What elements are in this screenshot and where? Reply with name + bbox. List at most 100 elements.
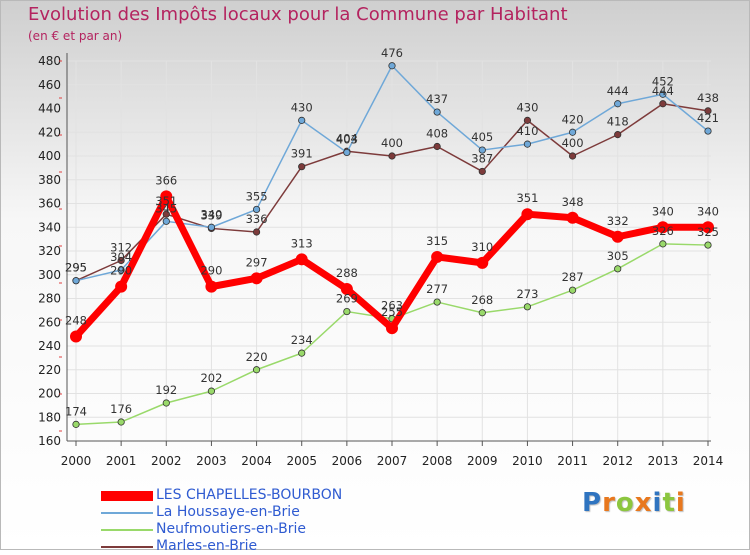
data-label-les-chapelles-bourbon-2013: 340	[652, 204, 674, 218]
y-tick-label-360: 360	[38, 197, 61, 211]
y-tick-label-160: 160	[38, 434, 61, 448]
x-tick-label-2011: 2011	[557, 454, 588, 468]
data-label-neufmoutiers-en-brie-2003: 202	[200, 371, 222, 385]
y-tick-label-440: 440	[38, 102, 61, 116]
point-neufmoutiers-en-brie-2001	[117, 418, 125, 426]
y-tick-label-480: 480	[38, 54, 61, 68]
data-label-la-houssaye-en-brie-2012: 444	[607, 84, 629, 98]
point-la-houssaye-en-brie-2002	[162, 217, 170, 225]
logo-letter: x	[634, 488, 653, 518]
point-les-chapelles-bourbon-2013	[656, 221, 669, 234]
x-tick-label-2003: 2003	[196, 454, 227, 468]
x-tick-label-2013: 2013	[648, 454, 679, 468]
legend-swatch-marles-en-brie	[101, 546, 153, 548]
axes: 160 180 200 220 240 260 280 300 320 340 360 380 400 4…	[38, 53, 723, 468]
point-marles-en-brie-2001	[117, 256, 125, 265]
y-tick-label-280: 280	[38, 292, 61, 306]
point-marles-en-brie-2009	[478, 167, 486, 176]
data-label-la-houssaye-en-brie-2000: 295	[65, 261, 87, 275]
data-label-marles-en-brie-2007: 400	[381, 136, 403, 150]
point-la-houssaye-en-brie-2004	[252, 205, 261, 214]
logo-letter: P	[582, 488, 603, 518]
data-label-neufmoutiers-en-brie-2009: 268	[471, 293, 493, 307]
chart-title: Evolution des Impôts locaux pour la Comm…	[28, 4, 568, 25]
x-tick-label-2006: 2006	[332, 454, 363, 468]
data-label-la-houssaye-en-brie-2004: 355	[246, 189, 268, 203]
legend-swatch-les-chapelles-bourbon	[101, 491, 153, 501]
point-les-chapelles-bourbon-2006	[340, 283, 353, 295]
data-label-la-houssaye-en-brie-2008: 437	[426, 92, 448, 106]
point-marles-en-brie-2010	[523, 116, 532, 124]
data-label-la-houssaye-en-brie-2010: 410	[516, 124, 538, 138]
x-tick-label-2004: 2004	[241, 454, 272, 468]
y-tick-label-200: 200	[38, 387, 61, 401]
point-les-chapelles-bourbon-2011	[566, 211, 579, 224]
data-label-neufmoutiers-en-brie-2010: 273	[516, 287, 538, 301]
point-les-chapelles-bourbon-2012	[611, 230, 624, 243]
data-label-la-houssaye-en-brie-2009: 405	[471, 130, 493, 144]
data-label-neufmoutiers-en-brie-2013: 326	[652, 224, 674, 238]
point-la-houssaye-en-brie-2000	[72, 277, 80, 285]
data-label-la-houssaye-en-brie-2006: 403	[336, 132, 358, 146]
point-neufmoutiers-en-brie-2003	[207, 387, 216, 395]
data-label-les-chapelles-bourbon-2004: 297	[246, 255, 268, 269]
point-la-houssaye-en-brie-2010	[523, 140, 532, 148]
y-tick-label-260: 260	[38, 315, 61, 329]
data-label-les-chapelles-bourbon-2000: 248	[65, 314, 87, 328]
point-la-houssaye-en-brie-2008	[433, 108, 441, 116]
y-tick-label-220: 220	[38, 363, 61, 377]
y-tick-label-180: 180	[38, 410, 61, 424]
point-marles-en-brie-2004	[252, 228, 261, 236]
point-marles-en-brie-2012	[614, 131, 622, 139]
data-label-neufmoutiers-en-brie-2011: 287	[562, 270, 584, 284]
point-neufmoutiers-en-brie-2000	[72, 420, 80, 428]
data-label-les-chapelles-bourbon-2008: 315	[426, 234, 448, 248]
data-label-la-houssaye-en-brie-2005: 430	[291, 100, 313, 114]
data-label-marles-en-brie-2004: 336	[246, 212, 268, 226]
data-label-les-chapelles-bourbon-2014: 340	[697, 204, 719, 218]
legend-label-marles-en-brie: Marles-en-Brie	[156, 538, 258, 554]
point-marles-en-brie-2013	[659, 100, 667, 108]
point-la-houssaye-en-brie-2003	[207, 223, 216, 231]
data-label-marles-en-brie-2003: 339	[200, 208, 222, 222]
y-tick-label-240: 240	[38, 339, 61, 353]
point-les-chapelles-bourbon-2000	[70, 330, 82, 343]
point-marles-en-brie-2014	[704, 107, 712, 115]
point-les-chapelles-bourbon-2001	[115, 280, 128, 293]
y-tick-label-300: 300	[38, 268, 61, 282]
chart-subtitle: (en € et par an)	[28, 29, 123, 43]
data-label-marles-en-brie-2009: 387	[471, 151, 493, 165]
series-les-chapelles-bourbon	[70, 190, 714, 343]
data-label-marles-en-brie-2012: 418	[607, 115, 629, 129]
series-neufmoutiers-en-brie	[72, 240, 712, 428]
data-label-neufmoutiers-en-brie-2004: 220	[246, 350, 268, 364]
data-label-la-houssaye-en-brie-2014: 421	[697, 111, 719, 125]
point-les-chapelles-bourbon-2004	[250, 272, 263, 285]
legend-swatch-neufmoutiers-en-brie	[101, 529, 153, 531]
point-la-houssaye-en-brie-2013	[659, 90, 667, 98]
point-la-houssaye-en-brie-2005	[298, 116, 306, 124]
proxiti-logo: Proxiti	[582, 488, 686, 518]
data-label-les-chapelles-bourbon-2003: 290	[200, 264, 222, 278]
data-label-marles-en-brie-2011: 400	[562, 136, 584, 150]
x-tick-label-2014: 2014	[693, 454, 724, 468]
data-label-marles-en-brie-2010: 430	[516, 100, 538, 114]
data-label-les-chapelles-bourbon-2009: 310	[471, 240, 493, 254]
point-la-houssaye-en-brie-2014	[704, 127, 712, 135]
data-label-les-chapelles-bourbon-2002: 366	[155, 173, 177, 187]
point-la-houssaye-en-brie-2006	[343, 148, 351, 157]
point-neufmoutiers-en-brie-2011	[568, 286, 577, 294]
x-tick-label-2000: 2000	[61, 454, 92, 468]
point-les-chapelles-bourbon-2005	[295, 253, 308, 266]
point-marles-en-brie-2008	[433, 142, 441, 151]
data-label-marles-en-brie-2008: 408	[426, 127, 448, 141]
data-label-la-houssaye-en-brie-2001: 304	[110, 250, 132, 264]
data-label-les-chapelles-bourbon-2006: 288	[336, 266, 358, 280]
x-tick-label-2012: 2012	[602, 454, 633, 468]
point-la-houssaye-en-brie-2001	[117, 266, 125, 274]
point-les-chapelles-bourbon-2007	[386, 322, 398, 335]
data-label-la-houssaye-en-brie-2013: 452	[652, 74, 674, 88]
point-neufmoutiers-en-brie-2005	[298, 349, 306, 357]
logo-letter: i	[652, 488, 663, 518]
data-label-marles-en-brie-2013: 444	[652, 84, 674, 98]
